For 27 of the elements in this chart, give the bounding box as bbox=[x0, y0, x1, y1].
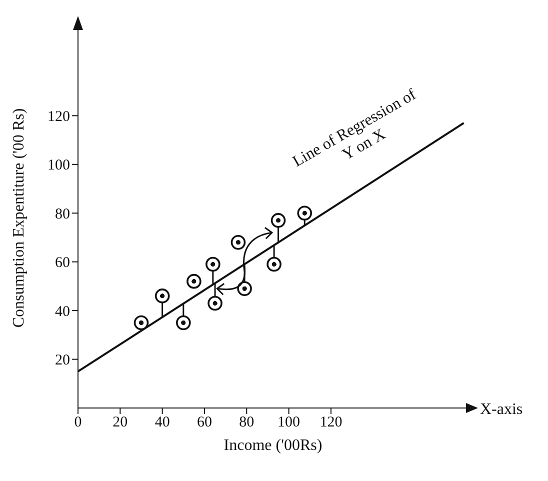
point bbox=[270, 213, 286, 228]
y-axis-title: Consumption Expentiture ('00 Rs) bbox=[10, 108, 28, 328]
x-tick-label: 100 bbox=[278, 414, 300, 431]
x-tick-label: 120 bbox=[320, 414, 342, 431]
y-tick-label: 120 bbox=[48, 109, 70, 126]
point bbox=[237, 281, 252, 296]
point bbox=[208, 296, 222, 311]
x-tick-label: 40 bbox=[154, 414, 170, 431]
x-tick-label: 60 bbox=[196, 414, 212, 431]
point bbox=[266, 256, 282, 272]
y-tick-label: 60 bbox=[55, 255, 70, 272]
y-tick-label: 80 bbox=[55, 206, 70, 222]
x-tick-label: 80 bbox=[239, 414, 254, 431]
y-tick-label: 20 bbox=[55, 352, 70, 369]
point bbox=[297, 206, 312, 221]
x-tick-label: 20 bbox=[112, 414, 128, 431]
point bbox=[176, 315, 191, 330]
y-tick-label: 40 bbox=[55, 304, 70, 320]
x-tick-label: 0 bbox=[74, 414, 82, 431]
text: X-axis bbox=[480, 401, 523, 418]
y-tick-label: 100 bbox=[48, 158, 70, 174]
point bbox=[206, 256, 220, 272]
x-axis-title: Income ('00Rs) bbox=[224, 437, 322, 454]
point bbox=[230, 234, 246, 250]
point bbox=[134, 315, 149, 330]
point bbox=[186, 274, 202, 289]
point bbox=[154, 288, 170, 304]
